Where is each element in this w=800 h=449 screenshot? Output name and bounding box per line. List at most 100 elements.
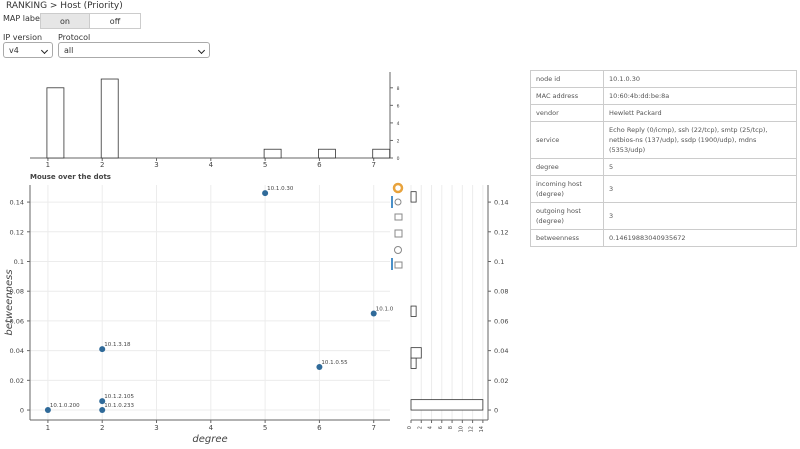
table-row: betweenness 0.14619883040935672 (530, 229, 797, 247)
point-label: 10.1.0.30 (267, 186, 294, 192)
point-label: 10.1.0.200 (50, 403, 80, 409)
point (370, 310, 377, 317)
reset-tool[interactable] (394, 246, 402, 254)
cell-key: service (530, 121, 604, 159)
point (99, 346, 106, 353)
bar (263, 148, 282, 159)
y-tick-label: 8 (397, 86, 400, 92)
toggle-on[interactable]: on (40, 13, 90, 29)
cell-value: 3 (603, 202, 797, 230)
point-label: 10.1.0.55 (321, 360, 348, 366)
y-tick-label: 0.14 (494, 199, 508, 207)
table-row: vendor Hewlett Packard (530, 104, 797, 122)
x-tick-label: 8 (448, 426, 454, 429)
y-tick-label: 2 (397, 138, 400, 144)
table-row: service Echo Reply (0/icmp), ssh (22/tcp)… (530, 121, 797, 159)
bar (410, 191, 417, 203)
table-row: degree 5 (530, 158, 797, 176)
table-row: outgoing host (degree) 3 (530, 202, 797, 230)
x-tick-label: 6 (317, 161, 322, 169)
node-table: node id 10.1.0.30 MAC address 10:60:4b:dd:b… (530, 70, 797, 247)
bar (410, 357, 417, 369)
hover-tool[interactable] (394, 261, 403, 269)
point-label: 10.1.0 (376, 306, 394, 312)
bar (410, 305, 417, 317)
y-tick-label: 0.08 (494, 288, 508, 296)
y-tick-label: 0.14 (10, 199, 24, 207)
y-tick-label: 0.06 (494, 317, 508, 325)
x-tick-label: 7 (371, 424, 375, 432)
x-tick-label: 4 (428, 426, 434, 429)
pan-tool[interactable] (394, 213, 403, 221)
y-tick-label: 0.12 (10, 228, 24, 236)
y-tick-label: 0.1 (14, 258, 24, 266)
ip-version-select[interactable]: v4 (3, 42, 53, 58)
cell-key: node id (530, 70, 604, 88)
y-tick-label: 6 (397, 103, 400, 109)
protocol-value: all (64, 46, 74, 55)
y-tick-label: 0.02 (10, 377, 24, 385)
y-tick-label: 0.04 (494, 347, 508, 355)
ip-version-value: v4 (9, 46, 19, 55)
y-tick-label: 0.06 (10, 317, 24, 325)
zoom-tool[interactable] (394, 198, 402, 206)
y-tick-label: 0.04 (10, 347, 24, 355)
x-tick-label: 12 (469, 426, 475, 432)
bar (410, 347, 422, 359)
protocol-select[interactable]: all (58, 42, 210, 58)
bar (318, 148, 336, 159)
chart-title: Mouse over the dots (30, 173, 111, 181)
map-label-caption: MAP label (3, 14, 43, 23)
cell-value: Echo Reply (0/icmp), ssh (22/tcp), smtp … (603, 121, 797, 159)
bar (372, 148, 391, 159)
cell-key: outgoing host (degree) (530, 202, 604, 230)
x-tick-label: 4 (209, 424, 214, 432)
active-indicator (391, 196, 393, 208)
active-indicator (391, 258, 393, 270)
x-tick-label: 5 (263, 424, 267, 432)
x-tick-label: 3 (154, 161, 158, 169)
point (99, 398, 106, 405)
toggle-off[interactable]: off (90, 13, 141, 29)
point-label: 10.1.3.18 (104, 342, 131, 348)
cell-value: 10.1.0.30 (603, 70, 797, 88)
cell-value: 0.14619883040935672 (603, 229, 797, 247)
x-axis-label: degree (192, 434, 227, 445)
save-tool[interactable] (394, 229, 403, 238)
toolbar (391, 182, 404, 270)
y-tick-label: 0 (20, 407, 24, 415)
point-label: 10.1.2.105 (104, 394, 134, 400)
ip-version-caption: IP version (3, 33, 43, 42)
point (44, 407, 51, 414)
cell-key: incoming host (degree) (530, 175, 604, 203)
cell-key: degree (530, 158, 604, 176)
y-axis-label: betweenness (4, 269, 15, 335)
x-tick-label: 1 (46, 424, 50, 432)
x-tick-label: 4 (209, 161, 214, 169)
cell-key: betweenness (530, 229, 604, 247)
y-tick-label: 0.08 (10, 288, 24, 296)
x-tick-label: 14 (479, 426, 485, 432)
table-row: node id 10.1.0.30 (530, 70, 797, 88)
y-tick-label: 4 (397, 121, 400, 127)
x-tick-label: 6 (317, 424, 322, 432)
point (316, 363, 323, 370)
x-tick-label: 2 (417, 426, 423, 429)
x-tick-label: 0 (407, 426, 413, 429)
x-tick-label: 2 (100, 424, 104, 432)
table-row: MAC address 10:60:4b:dd:be:8a (530, 87, 797, 105)
breadcrumb: RANKING > Host (Priority) (6, 1, 123, 11)
cell-value: Hewlett Packard (603, 104, 797, 122)
bar (46, 87, 65, 159)
bokeh-logo[interactable] (392, 182, 404, 194)
y-tick-label: 0 (397, 156, 400, 162)
x-tick-label: 3 (154, 424, 158, 432)
y-tick-label: 0 (494, 407, 498, 415)
bar (100, 78, 119, 159)
x-tick-label: 7 (371, 161, 375, 169)
cell-key: MAC address (530, 87, 604, 105)
x-tick-label: 6 (438, 426, 444, 429)
table-row: incoming host (degree) 3 (530, 175, 797, 203)
